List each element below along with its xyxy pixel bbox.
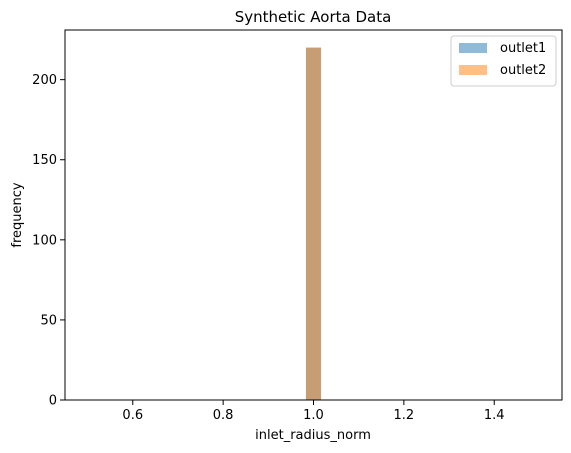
legend-swatch-outlet1 — [459, 43, 487, 53]
y-tick-label: 200 — [32, 73, 57, 88]
chart-title: Synthetic Aorta Data — [235, 8, 392, 26]
x-tick-label: 0.6 — [122, 408, 143, 423]
x-axis: 0.6 0.8 1.0 1.2 1.4 — [122, 400, 505, 423]
bars-layer — [305, 47, 322, 400]
legend-label-outlet2: outlet2 — [500, 63, 546, 78]
x-tick-label: 1.2 — [394, 408, 415, 423]
y-tick-label: 150 — [32, 153, 57, 168]
legend-swatch-outlet2 — [459, 65, 487, 75]
y-tick-label: 100 — [32, 233, 57, 248]
x-tick-label: 1.4 — [484, 408, 505, 423]
x-tick-label: 1.0 — [303, 408, 324, 423]
y-tick-label: 50 — [40, 313, 57, 328]
x-tick-label: 0.8 — [213, 408, 234, 423]
legend-label-outlet1: outlet1 — [500, 41, 546, 56]
y-axis: 0 50 100 150 200 — [32, 73, 65, 409]
bar-outlet2-0 — [305, 47, 322, 400]
y-axis-label: frequency — [10, 182, 25, 248]
x-axis-label: inlet_radius_norm — [255, 428, 371, 443]
legend: outlet1 outlet2 — [450, 35, 557, 87]
y-tick-label: 0 — [49, 394, 57, 409]
